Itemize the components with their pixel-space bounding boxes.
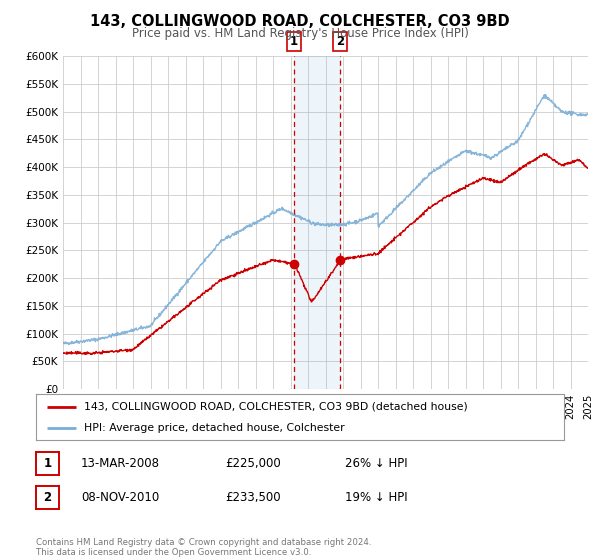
Text: 08-NOV-2010: 08-NOV-2010 [81,491,159,504]
Text: 143, COLLINGWOOD ROAD, COLCHESTER, CO3 9BD: 143, COLLINGWOOD ROAD, COLCHESTER, CO3 9… [90,14,510,29]
Text: 13-MAR-2008: 13-MAR-2008 [81,457,160,470]
Text: This data is licensed under the Open Government Licence v3.0.: This data is licensed under the Open Gov… [36,548,311,557]
Text: £225,000: £225,000 [225,457,281,470]
Text: Contains HM Land Registry data © Crown copyright and database right 2024.: Contains HM Land Registry data © Crown c… [36,538,371,547]
Text: 2: 2 [43,491,52,504]
Text: Price paid vs. HM Land Registry's House Price Index (HPI): Price paid vs. HM Land Registry's House … [131,27,469,40]
Bar [294,56,340,389]
Text: 1: 1 [43,457,52,470]
Text: 2: 2 [337,35,344,48]
Text: 143, COLLINGWOOD ROAD, COLCHESTER, CO3 9BD (detached house): 143, COLLINGWOOD ROAD, COLCHESTER, CO3 9… [83,402,467,412]
Text: HPI: Average price, detached house, Colchester: HPI: Average price, detached house, Colc… [83,423,344,433]
Text: 19% ↓ HPI: 19% ↓ HPI [345,491,407,504]
Text: 26% ↓ HPI: 26% ↓ HPI [345,457,407,470]
Text: 1: 1 [290,35,298,48]
Text: £233,500: £233,500 [225,491,281,504]
